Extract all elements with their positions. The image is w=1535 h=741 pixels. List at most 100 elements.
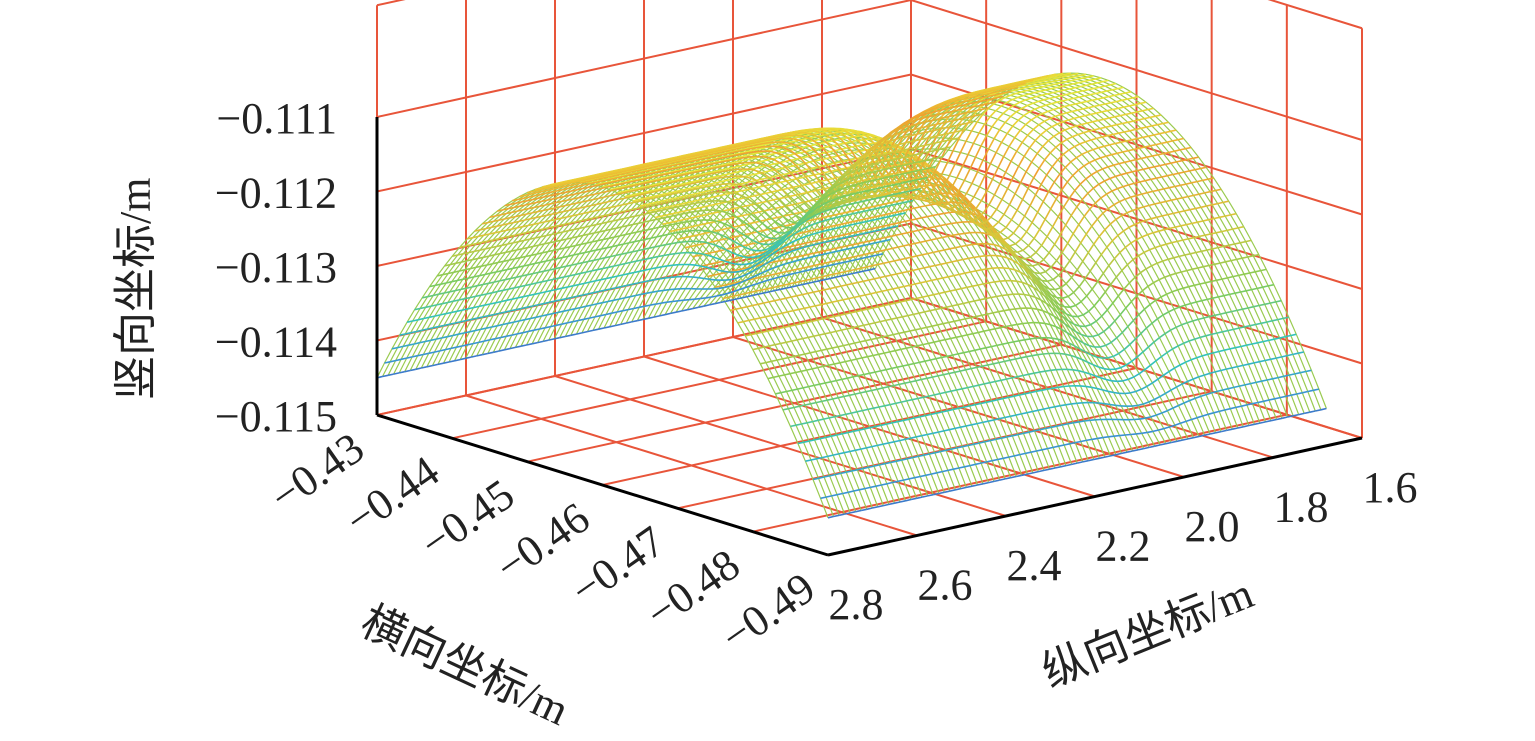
surface-mesh-segment <box>1201 206 1207 207</box>
surface-mesh-segment <box>1077 91 1083 92</box>
surface-mesh-segment <box>959 467 965 468</box>
surface-mesh-segment <box>902 316 908 317</box>
surface-mesh-segment <box>1041 130 1047 135</box>
surface-mesh-segment <box>1244 273 1250 274</box>
surface-mesh-segment <box>1214 263 1220 264</box>
surface-mesh-segment <box>786 297 792 298</box>
surface-mesh-segment <box>930 310 936 311</box>
surface-mesh-segment <box>830 287 836 288</box>
surface-mesh-segment <box>774 160 780 163</box>
surface-mesh-segment <box>1291 394 1297 395</box>
surface-mesh-segment <box>877 337 883 338</box>
surface-mesh-segment <box>868 356 874 357</box>
surface-mesh-segment <box>1122 265 1128 271</box>
surface-mesh-segment <box>792 340 798 341</box>
surface-mesh-segment <box>1073 422 1079 423</box>
surface-mesh-segment <box>768 377 774 378</box>
surface-mesh-segment <box>762 178 768 179</box>
surface-mesh-segment <box>878 506 884 507</box>
surface-mesh-segment <box>793 269 799 270</box>
surface-mesh-segment <box>1235 243 1241 244</box>
surface-mesh-segment <box>883 504 889 505</box>
surface-mesh-segment <box>705 184 711 185</box>
surface-mesh-segment <box>758 186 764 187</box>
surface-mesh-segment <box>681 198 687 199</box>
surface-mesh-segment <box>993 168 999 180</box>
surface-mesh-segment <box>917 297 923 298</box>
surface-mesh-segment <box>1140 181 1146 182</box>
surface-mesh-segment <box>1126 140 1132 141</box>
surface-mesh-segment <box>944 213 950 214</box>
surface-mesh-segment <box>660 194 666 195</box>
surface-mesh-segment <box>855 342 861 343</box>
surface-mesh-segment <box>989 481 995 482</box>
surface-mesh-segment <box>1002 238 1008 240</box>
surface-mesh-segment <box>1112 89 1118 90</box>
surface-mesh-segment <box>1186 420 1192 422</box>
surface-mesh-segment <box>1220 313 1226 314</box>
surface-mesh-segment <box>1096 255 1102 263</box>
surface-mesh-segment <box>1076 154 1082 157</box>
surface-mesh-segment <box>1067 175 1073 182</box>
surface-mesh-segment <box>741 157 747 158</box>
surface-mesh-segment <box>1263 340 1269 341</box>
surface-mesh-segment <box>1252 288 1258 289</box>
surface-mesh-segment <box>948 235 954 236</box>
surface-mesh-segment <box>1241 291 1247 292</box>
surface-mesh-segment <box>904 245 910 246</box>
surface-mesh-segment <box>782 312 788 313</box>
surface-mesh-segment <box>1100 104 1106 105</box>
surface-mesh-segment <box>983 421 989 422</box>
surface-mesh-segment <box>1066 278 1072 284</box>
surface-mesh-segment <box>859 254 865 255</box>
surface-mesh-segment <box>1011 477 1017 478</box>
surface-mesh-segment <box>1233 328 1239 329</box>
surface-mesh-segment <box>899 383 905 384</box>
surface-mesh-segment <box>1110 405 1116 406</box>
surface-mesh-segment <box>802 255 808 256</box>
surface-mesh-segment <box>731 169 737 170</box>
surface-mesh-segment <box>836 330 842 331</box>
surface-mesh-segment <box>690 203 696 204</box>
surface-mesh-segment <box>1156 143 1162 144</box>
surface-mesh-segment <box>850 512 856 513</box>
surface-mesh-segment <box>991 153 997 164</box>
surface-mesh-segment <box>983 283 989 284</box>
surface-mesh-segment <box>980 175 986 186</box>
surface-mesh-segment <box>848 491 854 492</box>
surface-mesh-segment <box>769 345 775 346</box>
surface-mesh-segment <box>966 183 972 193</box>
surface-mesh-segment <box>1000 122 1006 129</box>
surface-mesh-segment <box>1102 136 1108 137</box>
surface-mesh-segment <box>941 263 947 264</box>
surface-mesh-segment <box>663 223 669 224</box>
surface-mesh-segment <box>1197 221 1203 222</box>
surface-mesh-segment <box>1315 410 1321 411</box>
surface-mesh-segment <box>923 343 929 344</box>
surface-mesh-segment <box>818 129 824 130</box>
surface-mesh-segment <box>1071 403 1077 404</box>
surface-mesh-segment <box>896 273 902 274</box>
surface-mesh-segment <box>866 340 872 341</box>
surface-mesh-segment <box>679 219 685 220</box>
surface-mesh-segment <box>892 212 898 213</box>
surface-mesh-segment <box>1216 232 1222 233</box>
surface-mesh-segment <box>1072 135 1078 137</box>
surface-mesh-segment <box>1081 440 1087 441</box>
surface-mesh-segment <box>1083 108 1089 109</box>
surface-mesh-segment <box>805 353 811 354</box>
surface-mesh-segment <box>1177 161 1183 162</box>
surface-mesh-segment <box>709 193 715 194</box>
surface-mesh-segment <box>829 364 835 365</box>
surface-mesh-segment <box>1195 337 1201 339</box>
surface-mesh-segment <box>943 277 949 278</box>
surface-mesh-segment <box>998 113 1004 119</box>
surface-mesh-segment <box>1222 278 1228 279</box>
surface-mesh-segment <box>908 314 914 315</box>
surface-mesh-segment <box>970 271 976 272</box>
surface-mesh-segment <box>840 362 846 363</box>
surface-mesh-segment <box>1097 169 1103 172</box>
surface-mesh-segment <box>827 348 833 349</box>
surface-mesh-segment <box>771 314 777 315</box>
surface-mesh-segment <box>1084 420 1090 421</box>
